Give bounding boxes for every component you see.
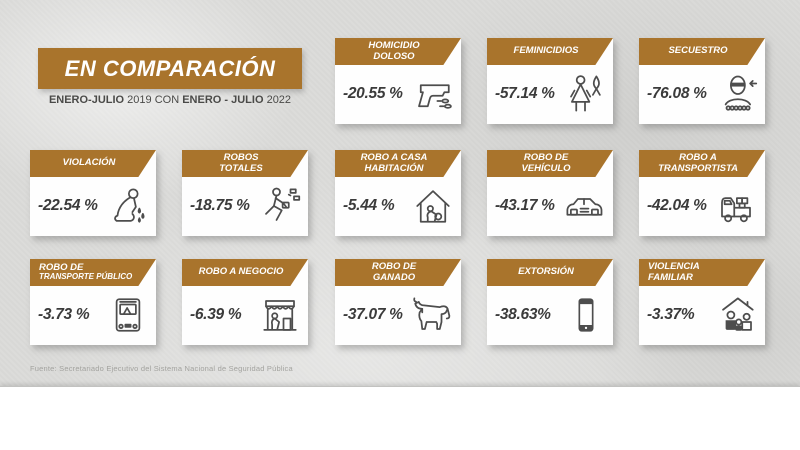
card-robo-negocio: ROBO A NEGOCIO -6.39 % — [182, 259, 308, 345]
card-header: VIOLACIÓN — [30, 150, 156, 177]
card-header: VIOLENCIA FAMILIAR — [639, 259, 765, 286]
card-robos-totales: ROBOS TOTALES -18.75 % — [182, 150, 308, 236]
card-header: ROBO A NEGOCIO — [182, 259, 308, 286]
percent-value: -3.73 % — [38, 305, 90, 323]
percent-value: -76.08 % — [647, 84, 707, 102]
card-header: HOMICIDIO DOLOSO — [335, 38, 461, 65]
card-header: SECUESTRO — [639, 38, 765, 65]
percent-value: -38.63% — [495, 305, 551, 323]
card-header: EXTORSIÓN — [487, 259, 613, 286]
percent-value: -20.55 % — [343, 84, 403, 102]
subtitle-period-1: ENERO-JULIO — [48, 94, 125, 106]
car-icon — [566, 197, 603, 216]
source-note: Fuente: Secretariado Ejecutivo del Siste… — [30, 364, 293, 373]
card-robo-ganado: ROBO DE GANADO -37.07 % — [335, 259, 461, 345]
hostage-icon — [724, 75, 758, 111]
cow-icon — [413, 297, 451, 330]
percent-value: -42.04 % — [647, 196, 707, 214]
card-header: ROBO A CASA HABITACIÓN — [335, 150, 461, 177]
card-robo-vehiculo: ROBO DE VEHÍCULO -43.17 % — [487, 150, 613, 236]
percent-value: -3.37% — [647, 305, 695, 323]
card-header: ROBO DE GANADO — [335, 259, 461, 286]
card-robo-casa-habitacion: ROBO A CASA HABITACIÓN -5.44 % — [335, 150, 461, 236]
card-violacion: VIOLACIÓN -22.54 % — [30, 150, 156, 236]
percent-value: -6.39 % — [190, 305, 242, 323]
percent-value: -37.07 % — [343, 305, 403, 323]
running-thief-icon — [265, 187, 301, 221]
card-header: ROBO A TRANSPORTISTA — [639, 150, 765, 177]
percent-value: -18.75 % — [190, 196, 250, 214]
card-robo-transporte-publico: ROBO DE TRANSPORTE PÚBLICO -3.73 % — [30, 259, 156, 345]
card-robo-transportista: ROBO A TRANSPORTISTA -42.04 % — [639, 150, 765, 236]
woman-ribbon-icon — [570, 74, 601, 111]
percent-value: -5.44 % — [343, 196, 395, 214]
family-icon — [722, 297, 754, 331]
footer-bar: Gobierno de Puebla Secretaría de Segurid… — [0, 386, 800, 450]
card-homicidio-doloso: HOMICIDIO DOLOSO -20.55 % — [335, 38, 461, 124]
subtitle-period-2: ENERO - JULIO — [182, 94, 264, 106]
subtitle: ENERO-JULIO 2019 CON ENERO - JULIO 2022 — [48, 94, 292, 106]
phone-icon — [578, 297, 594, 332]
card-feminicidios: FEMINICIDIOS -57.14 % — [487, 38, 613, 124]
card-header: ROBOS TOTALES — [182, 150, 308, 177]
store-icon — [263, 299, 297, 331]
page-title: EN COMPARACIÓN — [64, 55, 276, 81]
card-violencia-familiar: VIOLENCIA FAMILIAR -3.37% — [639, 259, 765, 345]
house-burglar-icon — [416, 189, 450, 223]
percent-value: -57.14 % — [495, 84, 555, 102]
card-secuestro: SECUESTRO -76.08 % — [639, 38, 765, 124]
percent-value: -22.54 % — [38, 196, 98, 214]
card-header: ROBO DE VEHÍCULO — [487, 150, 613, 177]
card-extorsion: EXTORSIÓN -38.63% — [487, 259, 613, 345]
gun-icon — [418, 83, 452, 109]
card-header: ROBO DE TRANSPORTE PÚBLICO — [30, 259, 156, 286]
card-header: FEMINICIDIOS — [487, 38, 613, 65]
truck-icon — [721, 196, 751, 222]
bus-icon — [115, 297, 141, 332]
crouching-victim-icon — [114, 188, 145, 223]
title-banner: EN COMPARACIÓN — [38, 48, 302, 89]
percent-value: -43.17 % — [495, 196, 555, 214]
